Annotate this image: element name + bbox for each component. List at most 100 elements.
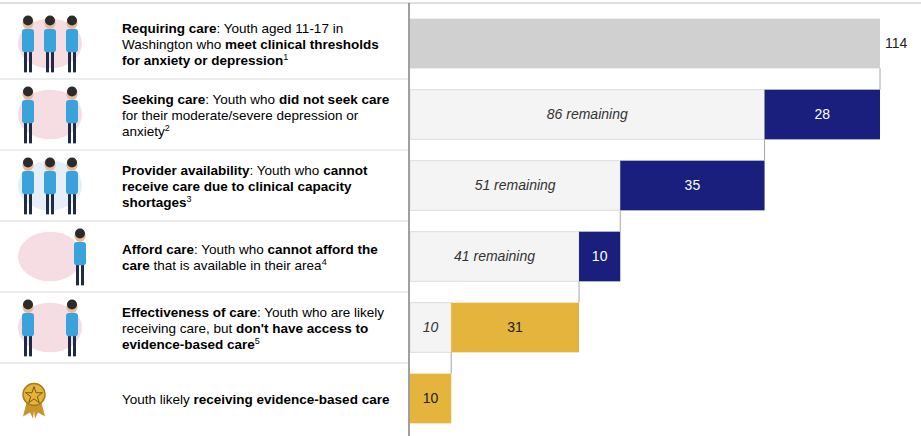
label-line: receiving care, but don't have access to (122, 321, 368, 336)
remaining-bar (410, 232, 579, 282)
label-part: : Youth who are likely (257, 305, 384, 320)
icon-leg (68, 51, 71, 72)
label-part: receiving care, but (122, 321, 233, 336)
label-line: Provider availability: Youth who cannot (122, 163, 368, 178)
category-label: Afford care: Youth who cannot afford the… (122, 242, 378, 273)
label-line: care that is available in their area4 (122, 257, 327, 273)
icon-leg (51, 193, 54, 214)
data-label: 10 (423, 319, 439, 335)
icon-hair (23, 87, 33, 97)
footnote-mark: 1 (283, 52, 288, 62)
category-label: Youth likely receiving evidence-based ca… (122, 392, 390, 407)
connector (579, 281, 580, 302)
row-separator (0, 363, 408, 364)
data-label: 10 (423, 390, 439, 406)
label-part: Washington who (122, 37, 221, 52)
label-part: Seeking care (122, 92, 206, 107)
label-part: : Youth who (250, 163, 320, 178)
person-icon (22, 16, 34, 73)
data-label: 35 (685, 177, 701, 193)
icon-leg (29, 335, 32, 356)
category-label: Effectiveness of care: Youth who are lik… (122, 305, 384, 352)
icon-leg (24, 335, 27, 356)
icon-body (44, 29, 56, 52)
row-separator (0, 150, 408, 151)
label-part: : Youth who (194, 242, 264, 257)
icon-body (22, 313, 34, 336)
footnote-mark: 2 (165, 123, 170, 133)
person-icon (44, 158, 56, 215)
icon-leg (29, 51, 32, 72)
label-line: Seeking care: Youth who did not seek car… (122, 92, 390, 107)
label-part: Youth likely (122, 392, 190, 407)
data-label: 86 remaining (547, 106, 628, 122)
footnote-mark: 3 (187, 194, 192, 204)
label-part: anxiety (122, 124, 165, 139)
category-label: Provider availability: Youth who cannotr… (122, 163, 368, 210)
label-part: Effectiveness of care (122, 305, 258, 320)
category-label: Requiring care: Youth aged 11-17 inWashi… (122, 21, 379, 68)
icon-leg (68, 193, 71, 214)
label-part: Afford care (122, 242, 195, 257)
connector (451, 352, 452, 373)
icon-leg (76, 264, 79, 285)
label-part: for anxiety or depression (122, 53, 283, 68)
segment-bar (410, 19, 880, 69)
label-part: receiving evidence-based care (190, 392, 390, 407)
label-part: Provider availability (122, 163, 250, 178)
icon-body (22, 100, 34, 123)
zero-axis (409, 3, 410, 436)
data-labels: 11486 remaining2851 remaining3541 remain… (423, 35, 908, 406)
label-part: evidence-based care (122, 337, 255, 352)
label-line: Requiring care: Youth aged 11-17 in (122, 21, 343, 36)
icon-hair (67, 87, 77, 97)
icon-leg (68, 122, 71, 143)
label-part: cannot afford the (264, 242, 378, 257)
icon-leg (73, 335, 76, 356)
label-part: don't have access to (232, 321, 368, 336)
icon-hair (23, 16, 33, 26)
label-line: evidence-based care5 (122, 336, 260, 352)
data-label: 41 remaining (454, 248, 535, 264)
icon-leg (73, 122, 76, 143)
icon-body (22, 171, 34, 194)
label-part: meet clinical thresholds (221, 37, 379, 52)
row-separator (0, 221, 408, 222)
icons (18, 16, 86, 419)
data-label: 31 (507, 319, 523, 335)
label-part: : Youth who (205, 92, 275, 107)
label-line: for their moderate/severe depression or (122, 108, 359, 123)
segment-bar (579, 232, 620, 282)
icon-body (74, 242, 86, 265)
icon-background (18, 161, 82, 211)
icon-body (66, 171, 78, 194)
person-icon (66, 158, 78, 215)
row-separator (0, 79, 408, 80)
segment-bar (765, 90, 880, 140)
person-icon (22, 158, 34, 215)
medal-star (25, 387, 42, 403)
icon-background (18, 90, 82, 140)
label-line: anxiety2 (122, 123, 170, 139)
icon-body (66, 313, 78, 336)
footnote-mark: 5 (255, 336, 260, 346)
category-labels: Requiring care: Youth aged 11-17 inWashi… (122, 21, 390, 407)
label-line: Afford care: Youth who cannot afford the (122, 242, 378, 257)
chart: 11486 remaining2851 remaining3541 remain… (0, 0, 921, 436)
segment-bar (410, 374, 451, 424)
icon-hair (45, 158, 55, 168)
label-part: that is available in their area (150, 258, 322, 273)
icon-hair (67, 300, 77, 310)
icon-background (18, 232, 82, 282)
icon-leg (46, 51, 49, 72)
icon-body (66, 100, 78, 123)
icon-hair (23, 300, 33, 310)
label-line: Effectiveness of care: Youth who are lik… (122, 305, 384, 320)
icon-body (44, 171, 56, 194)
icon-body (66, 29, 78, 52)
label-line: shortages3 (122, 194, 192, 210)
person-icon (66, 87, 78, 144)
label-line: Youth likely receiving evidence-based ca… (122, 392, 390, 407)
label-part: care (122, 258, 150, 273)
icon-leg (68, 335, 71, 356)
